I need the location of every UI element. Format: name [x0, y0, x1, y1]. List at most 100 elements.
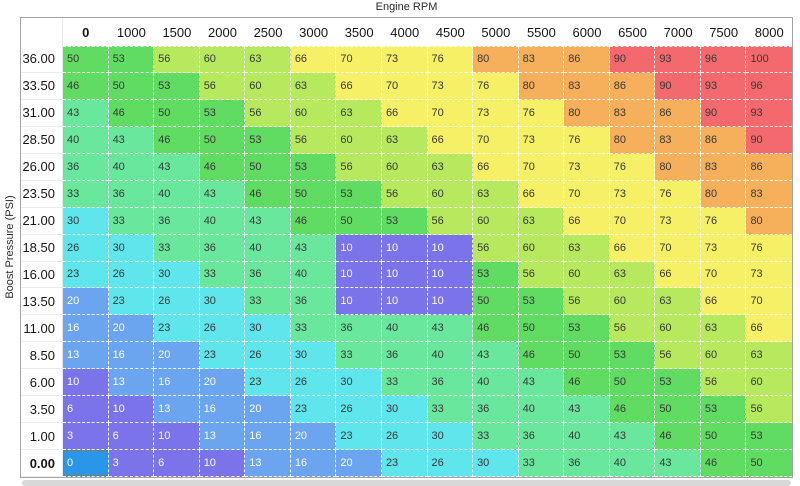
cell-r12-c5[interactable]: 26 — [290, 369, 337, 397]
cell-r1-c1[interactable]: 50 — [108, 72, 155, 100]
cell-r9-c6[interactable]: 10 — [336, 288, 382, 316]
cell-r8-c8[interactable]: 10 — [427, 261, 474, 289]
cell-r13-c15[interactable]: 56 — [746, 396, 792, 424]
cell-r12-c3[interactable]: 20 — [199, 369, 246, 397]
cell-r10-c10[interactable]: 50 — [518, 315, 565, 343]
cell-r0-c10[interactable]: 83 — [518, 46, 565, 73]
cell-r8-c9[interactable]: 53 — [473, 261, 519, 289]
cell-r8-c5[interactable]: 40 — [290, 261, 337, 289]
cell-r8-c12[interactable]: 63 — [609, 261, 656, 289]
cell-r11-c11[interactable]: 50 — [564, 342, 610, 370]
cell-r11-c4[interactable]: 26 — [245, 342, 291, 370]
cell-r8-c0[interactable]: 23 — [63, 261, 109, 289]
row-header-28.50[interactable]: 28.50 — [21, 126, 63, 154]
cell-r0-c14[interactable]: 96 — [700, 46, 747, 73]
cell-r14-c1[interactable]: 6 — [108, 423, 155, 451]
cell-r7-c9[interactable]: 56 — [473, 234, 519, 262]
col-header-7500[interactable]: 7500 — [700, 18, 747, 46]
cell-r8-c14[interactable]: 70 — [700, 261, 747, 289]
cell-r7-c10[interactable]: 60 — [518, 234, 565, 262]
cell-r10-c4[interactable]: 30 — [245, 315, 291, 343]
cell-r7-c2[interactable]: 33 — [154, 234, 200, 262]
col-header-6000[interactable]: 6000 — [564, 18, 610, 46]
cell-r3-c10[interactable]: 73 — [518, 126, 565, 154]
cell-r13-c3[interactable]: 16 — [199, 396, 246, 424]
cell-r3-c2[interactable]: 46 — [154, 126, 200, 154]
cell-r9-c5[interactable]: 36 — [290, 288, 337, 316]
cell-r14-c0[interactable]: 3 — [63, 423, 109, 451]
cell-r11-c15[interactable]: 63 — [746, 342, 792, 370]
cell-r5-c10[interactable]: 66 — [518, 180, 565, 208]
row-header-0.00[interactable]: 0.00 — [21, 450, 63, 477]
cell-r9-c2[interactable]: 26 — [154, 288, 200, 316]
cell-r15-c6[interactable]: 20 — [336, 450, 382, 477]
cell-r8-c1[interactable]: 26 — [108, 261, 155, 289]
cell-r15-c7[interactable]: 23 — [381, 450, 428, 477]
cell-r3-c12[interactable]: 80 — [609, 126, 656, 154]
col-header-2500[interactable]: 2500 — [245, 18, 291, 46]
cell-r8-c2[interactable]: 30 — [154, 261, 200, 289]
cell-r5-c3[interactable]: 43 — [199, 180, 246, 208]
cell-r3-c9[interactable]: 70 — [473, 126, 519, 154]
cell-r0-c6[interactable]: 70 — [336, 46, 382, 73]
cell-r13-c13[interactable]: 50 — [655, 396, 701, 424]
cell-r2-c8[interactable]: 70 — [427, 99, 474, 127]
cell-r9-c9[interactable]: 50 — [473, 288, 519, 316]
cell-r10-c15[interactable]: 66 — [746, 315, 792, 343]
cell-r5-c4[interactable]: 46 — [245, 180, 291, 208]
row-header-31.00[interactable]: 31.00 — [21, 99, 63, 127]
cell-r10-c14[interactable]: 63 — [700, 315, 747, 343]
cell-r0-c4[interactable]: 63 — [245, 46, 291, 73]
cell-r15-c14[interactable]: 46 — [700, 450, 747, 477]
cell-r6-c13[interactable]: 73 — [655, 207, 701, 235]
cell-r6-c11[interactable]: 66 — [564, 207, 610, 235]
cell-r11-c6[interactable]: 33 — [336, 342, 382, 370]
cell-r8-c3[interactable]: 33 — [199, 261, 246, 289]
cell-r9-c11[interactable]: 56 — [564, 288, 610, 316]
cell-r0-c1[interactable]: 53 — [108, 46, 155, 73]
cell-r0-c12[interactable]: 90 — [609, 46, 656, 73]
cell-r9-c1[interactable]: 23 — [108, 288, 155, 316]
cell-r10-c5[interactable]: 33 — [290, 315, 337, 343]
cell-r3-c3[interactable]: 50 — [199, 126, 246, 154]
cell-r4-c15[interactable]: 86 — [746, 153, 792, 181]
cell-r11-c8[interactable]: 40 — [427, 342, 474, 370]
cell-r12-c6[interactable]: 30 — [336, 369, 382, 397]
cell-r0-c2[interactable]: 56 — [154, 46, 200, 73]
cell-r12-c9[interactable]: 40 — [473, 369, 519, 397]
cell-r4-c3[interactable]: 46 — [199, 153, 246, 181]
cell-r7-c14[interactable]: 73 — [700, 234, 747, 262]
cell-r4-c0[interactable]: 36 — [63, 153, 109, 181]
cell-r5-c15[interactable]: 83 — [746, 180, 792, 208]
cell-r11-c7[interactable]: 36 — [381, 342, 428, 370]
cell-r15-c4[interactable]: 13 — [245, 450, 291, 477]
cell-r13-c6[interactable]: 26 — [336, 396, 382, 424]
cell-r0-c11[interactable]: 86 — [564, 46, 610, 73]
cell-r14-c3[interactable]: 13 — [199, 423, 246, 451]
row-header-18.50[interactable]: 18.50 — [21, 234, 63, 262]
cell-r4-c11[interactable]: 73 — [564, 153, 610, 181]
col-header-2000[interactable]: 2000 — [199, 18, 246, 46]
cell-r14-c14[interactable]: 50 — [700, 423, 747, 451]
cell-r15-c11[interactable]: 36 — [564, 450, 610, 477]
cell-r0-c15[interactable]: 100 — [746, 46, 792, 73]
row-header-26.00[interactable]: 26.00 — [21, 153, 63, 181]
cell-r11-c14[interactable]: 60 — [700, 342, 747, 370]
cell-r1-c7[interactable]: 70 — [381, 72, 428, 100]
cell-r3-c6[interactable]: 60 — [336, 126, 382, 154]
cell-r14-c12[interactable]: 43 — [609, 423, 656, 451]
cell-r9-c3[interactable]: 30 — [199, 288, 246, 316]
cell-r7-c15[interactable]: 76 — [746, 234, 792, 262]
cell-r1-c11[interactable]: 83 — [564, 72, 610, 100]
cell-r1-c4[interactable]: 60 — [245, 72, 291, 100]
cell-r4-c4[interactable]: 50 — [245, 153, 291, 181]
cell-r0-c9[interactable]: 80 — [473, 46, 519, 73]
cell-r7-c8[interactable]: 10 — [427, 234, 474, 262]
cell-r4-c8[interactable]: 63 — [427, 153, 474, 181]
cell-r6-c6[interactable]: 50 — [336, 207, 382, 235]
cell-r10-c11[interactable]: 53 — [564, 315, 610, 343]
cell-r11-c9[interactable]: 43 — [473, 342, 519, 370]
cell-r9-c4[interactable]: 33 — [245, 288, 291, 316]
col-header-3500[interactable]: 3500 — [336, 18, 382, 46]
cell-r4-c1[interactable]: 40 — [108, 153, 155, 181]
